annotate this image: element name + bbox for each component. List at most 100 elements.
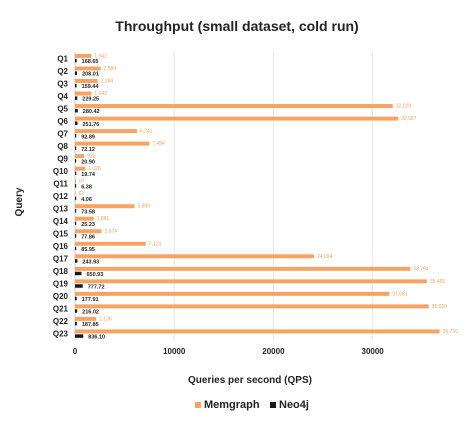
bar-neo4j [75,83,77,88]
bar-neo4j [75,121,78,125]
bar-neo4j [75,271,82,276]
legend-label-memgraph: Memgraph [204,399,260,411]
category-label: Q13 [53,205,69,214]
legend-swatch-memgraph [195,402,201,408]
legend-swatch-neo4j [270,402,276,408]
bar-memgraph [75,191,76,196]
data-label-neo4j: 187.85 [82,322,99,328]
bar-neo4j [75,108,78,113]
x-tick-label: 30000 [362,347,385,356]
data-label-memgraph: 2,284 [101,79,114,85]
grid [74,52,374,340]
data-label-neo4j: 229.25 [82,97,99,103]
data-label-memgraph: 1,643 [94,91,107,97]
bar-memgraph [75,129,137,134]
data-label-neo4j: 4.06 [81,197,92,203]
legend-label-neo4j: Neo4j [279,399,309,411]
category-label: Q8 [57,142,68,151]
data-label-memgraph: 35,465 [430,279,446,285]
data-label-neo4j: 72.12 [81,147,95,153]
bar-memgraph [75,279,427,284]
category-label: Q6 [57,117,68,126]
data-label-memgraph: 7,124 [149,241,162,247]
bar-memgraph [75,204,135,209]
bar-memgraph [75,216,94,221]
data-label-neo4j: 650.93 [86,272,103,278]
data-label-memgraph: 6,241 [140,129,153,135]
data-label-neo4j: 777.72 [88,285,105,291]
bar-neo4j [75,159,77,163]
data-label-neo4j: 836.10 [88,335,105,341]
data-label-memgraph: 32,028 [396,104,412,110]
data-label-memgraph: 5,996 [137,204,150,210]
data-label-memgraph: 33,794 [413,266,429,272]
bar-neo4j [75,58,77,63]
data-label-memgraph: 1,881 [97,216,110,222]
bar-memgraph [75,266,411,271]
bar-memgraph [75,166,86,171]
category-label: Q12 [53,192,69,201]
legend: Memgraph Neo4j [195,399,309,411]
bar-memgraph [75,104,393,109]
category-label: Q2 [57,67,68,76]
data-label-neo4j: 19.74 [81,172,96,178]
data-label-memgraph: 1,642 [94,53,107,59]
bar-memgraph [75,241,146,246]
y-axis-label: Query [14,187,25,216]
data-label-memgraph: 31,681 [392,291,408,297]
category-label: Q20 [53,292,69,301]
bar-neo4j [75,71,78,75]
category-label: Q11 [53,179,68,188]
category-label: Q17 [53,255,69,264]
bar-memgraph [75,304,429,309]
data-label-memgraph: 62 [79,191,85,197]
bar-memgraph [75,316,97,321]
x-tick-label: 20000 [262,347,285,356]
bar-memgraph [75,141,150,146]
bar-memgraph [75,66,101,71]
bar-memgraph [75,254,315,259]
data-label-memgraph: 35,650 [432,304,448,310]
data-label-memgraph: 97 [79,179,85,185]
category-label: Q7 [57,129,68,138]
bar-neo4j [75,259,78,263]
bar-neo4j [75,133,77,138]
data-label-memgraph: 36,750 [443,329,459,335]
category-label: Q9 [57,154,68,163]
data-label-neo4j: 216.02 [82,310,99,316]
data-label-neo4j: 243.93 [82,260,99,266]
bar-neo4j [75,171,77,176]
category-label: Q18 [53,267,69,276]
bar-memgraph [75,229,102,234]
category-label: Q10 [53,167,69,176]
category-label: Q22 [53,317,69,326]
bar-neo4j [75,309,78,313]
bar-memgraph [75,291,390,296]
data-label-neo4j: 251.76 [82,122,99,128]
bar-neo4j [75,246,77,251]
bar-neo4j [75,196,77,201]
x-axis-label: Queries per second (QPS) [188,375,312,386]
x-axis-ticks: 0 10000 20000 30000 [73,347,385,356]
data-label-memgraph: 1,028 [88,166,101,172]
category-label: Q15 [53,230,69,239]
data-label-neo4j: 20.90 [81,159,95,165]
bar-neo4j [75,334,84,338]
category-label: Q5 [57,104,68,113]
x-tick-label: 0 [73,347,78,356]
category-label: Q19 [53,280,69,289]
data-label-neo4j: 177.91 [82,297,99,303]
data-label-neo4j: 73.58 [81,209,95,215]
category-label: Q4 [57,92,68,101]
data-label-memgraph: 32,587 [401,116,417,122]
bar-memgraph [75,116,399,121]
bar-neo4j [75,321,77,326]
data-label-neo4j: 92.89 [81,134,95,140]
category-label: Q16 [53,242,69,251]
data-label-memgraph: 2,138 [99,316,112,322]
data-label-neo4j: 25.23 [81,222,95,228]
category-label: Q1 [57,54,68,63]
data-label-neo4j: 168.65 [82,59,99,65]
data-label-memgraph: 24,094 [317,254,333,260]
